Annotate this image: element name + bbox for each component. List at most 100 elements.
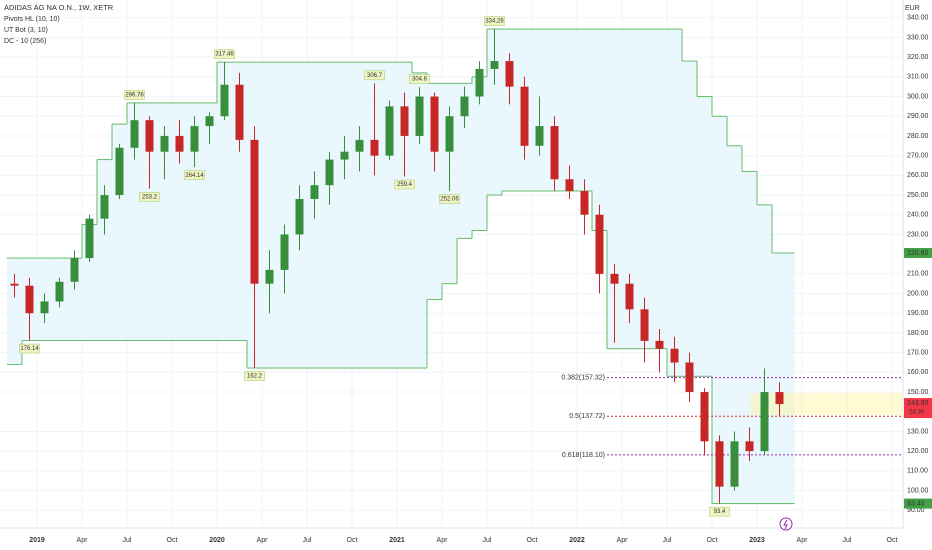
y-tick-label: 170.00 [907,350,929,357]
y-tick-label: 270.00 [907,152,929,159]
pivot-box [214,49,235,59]
pivot-box [184,170,205,180]
pivot-label: 259.4 [394,179,415,190]
event-icon-bolt [783,519,788,530]
channel-fill [652,29,668,349]
pivot-text: 176.14 [20,346,39,352]
event-icon[interactable] [779,517,793,531]
candle-body [340,151,349,160]
pivot-box [124,90,145,100]
channel-fill [202,102,218,341]
pivot-text: 304.8 [412,77,428,83]
x-tick-label: Apr [437,537,449,544]
pivot-text: 93.4 [714,509,726,515]
pivot-box [394,179,415,190]
candle-body [565,179,574,192]
candle-body [205,116,214,127]
indicator: DC - 10 (256) [4,38,46,45]
countdown: 2d 3h [909,410,924,416]
y-tick-label: 210.00 [907,271,929,278]
pivot-box [484,16,505,26]
y-tick-label: 130.00 [907,428,929,435]
x-tick-label: Oct [887,537,898,544]
candle-body [670,348,679,363]
currency: EUR [905,5,920,12]
y-tick-label: 240.00 [907,212,929,219]
pivot-label: 93.4 [709,506,730,517]
candle-body [385,106,394,156]
channel-fill [487,29,503,196]
candle-body [550,126,559,180]
candle-body [25,285,34,314]
y-tick-label: 340.00 [907,15,929,22]
channel-fill [127,102,143,341]
channel-fill [367,62,383,369]
x-tick-label: 2022 [569,537,585,544]
y-tick-label: 310.00 [907,74,929,81]
pivot-box [364,70,385,81]
candle-body [190,126,199,152]
x-tick-label: 2020 [209,537,225,544]
x-tick-label: Jul [663,537,672,544]
pivot-box [709,506,730,517]
candle-body [505,61,514,87]
channel-fill [337,62,353,369]
fib-label: 0.382(157.32) [561,374,605,381]
channel-lower-tag [904,498,932,509]
pivot-label: 253.2 [139,191,160,202]
y-tick-label: 120.00 [907,448,929,455]
candle-body [265,269,274,284]
y-tick-label: 250.00 [907,192,929,199]
channel-fill [727,145,743,504]
x-tick-label: Oct [707,537,718,544]
channel-upper-tag [904,247,932,258]
pivot-text: 334.26 [485,19,504,25]
pivot-label: 334.26 [484,16,505,26]
y-tick-label: 280.00 [907,133,929,140]
channel-fill [742,171,758,504]
channel-fill [787,252,795,504]
candle-body [100,195,109,219]
candle-body [490,61,499,69]
x-tick-label: Jul [843,537,852,544]
fib-label: 0.5(137.72) [569,413,605,420]
candle-body [310,185,319,199]
y-tick-label: 200.00 [907,290,929,297]
last-price-label: 143.90 [907,400,929,407]
candle-body [655,340,664,349]
channel-fill [577,29,593,191]
y-tick-label: 300.00 [907,93,929,100]
x-tick-label: Apr [77,537,89,544]
y-tick-label: 230.00 [907,231,929,238]
candle-body [280,234,289,270]
x-tick-label: 2021 [389,537,405,544]
channel-fill [277,62,293,369]
channel-fill [217,62,233,341]
channel-fill [697,96,713,377]
x-tick-label: Jul [483,537,492,544]
channel-lower-label: 93.40 [907,500,925,507]
pivot-label: 176.14 [19,343,40,354]
channel-fill [607,29,623,349]
y-tick-label: 100.00 [907,487,929,494]
candle-body [175,135,184,152]
channel-fill [562,29,578,191]
y-tick-label: 90.00 [907,507,925,514]
pivot-label: 296.76 [124,90,145,100]
x-tick-label: Apr [617,537,629,544]
x-tick-label: Jul [123,537,132,544]
channel-fill [397,62,413,369]
fib-label: 0.618(118.10) [562,452,605,459]
y-tick-label: 330.00 [907,34,929,41]
candle-body [145,120,154,152]
candle-body [715,441,724,487]
channel-fill [457,83,473,239]
y-tick-label: 180.00 [907,330,929,337]
pivot-label: 252.06 [439,194,460,204]
channel-fill [667,29,683,377]
x-tick-label: Oct [527,537,538,544]
candle-body [520,86,529,146]
pivot-box [139,191,160,202]
channel-fill [187,102,203,341]
